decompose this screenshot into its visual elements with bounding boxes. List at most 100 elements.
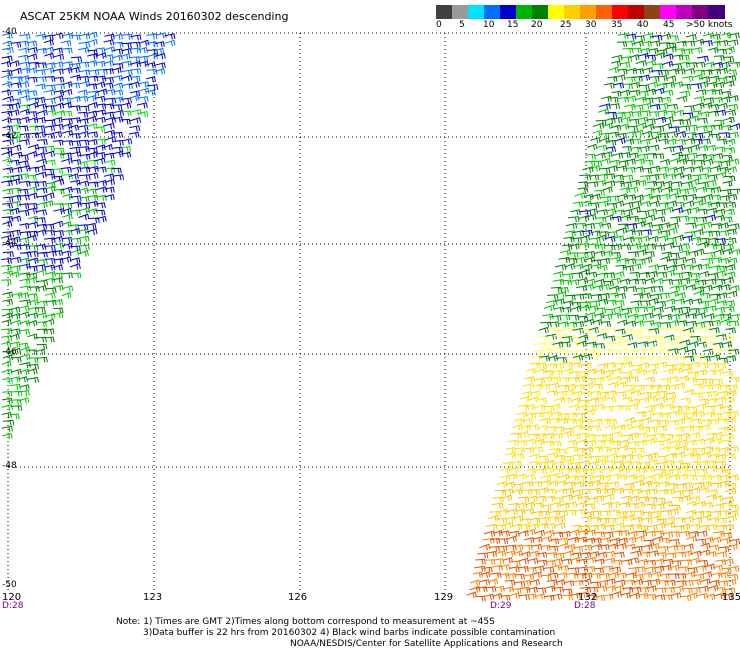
wind-barb — [506, 544, 517, 551]
wind-barb — [728, 504, 739, 511]
wind-barb — [541, 504, 552, 511]
wind-barb — [36, 139, 48, 145]
wind-barb — [551, 497, 564, 503]
wind-barb — [672, 272, 684, 279]
wind-barb — [663, 206, 674, 214]
wind-barb — [622, 396, 633, 403]
wind-barb — [561, 368, 574, 375]
wind-barb — [2, 167, 14, 174]
wind-barb — [659, 445, 671, 453]
wind-barb — [607, 481, 620, 488]
wind-barb — [728, 32, 740, 39]
lat-label-46: -46 — [2, 347, 17, 357]
wind-barb — [616, 355, 629, 363]
wind-barb — [673, 109, 685, 117]
wind-barb — [121, 138, 133, 145]
lon-label-120: 120 — [2, 592, 22, 603]
wind-barb — [654, 497, 666, 504]
wind-barb — [584, 283, 595, 291]
wind-barb — [1, 133, 14, 140]
wind-barb — [634, 35, 646, 42]
wind-barb — [540, 544, 551, 551]
wind-barb — [2, 81, 13, 88]
wind-barb — [562, 550, 575, 557]
wind-barb — [615, 515, 627, 523]
wind-barb — [599, 418, 611, 425]
wind-barb — [86, 222, 97, 229]
wind-barb — [597, 298, 609, 305]
wind-barb — [94, 116, 106, 123]
wind-barb — [552, 468, 563, 474]
wind-barb — [9, 333, 20, 340]
wind-barb — [706, 207, 718, 214]
wind-barb — [657, 390, 668, 397]
wind-barb — [137, 96, 149, 103]
wind-barb — [601, 501, 613, 509]
wind-barb — [577, 187, 589, 194]
wind-barb — [660, 438, 671, 445]
wind-barb — [671, 307, 684, 314]
wind-barb — [725, 416, 736, 424]
wind-barb — [621, 423, 633, 430]
wind-barb — [121, 69, 133, 76]
wind-barb — [104, 186, 115, 193]
wind-barb — [550, 411, 563, 418]
wind-barb — [663, 146, 675, 153]
wind-barb — [69, 187, 81, 194]
wind-barb — [604, 272, 616, 279]
wind-barb — [78, 244, 90, 251]
wind-barb — [712, 378, 723, 385]
wind-barb — [682, 580, 694, 587]
wind-barb — [561, 397, 573, 404]
wind-barb — [712, 89, 723, 96]
wind-barb — [514, 418, 525, 425]
wind-barb — [586, 271, 598, 278]
wind-barb — [712, 564, 724, 572]
wind-barb — [11, 67, 22, 75]
wind-barb — [564, 389, 576, 396]
wind-barb — [19, 133, 30, 139]
wind-barb — [604, 82, 615, 89]
wind-barb — [726, 445, 739, 453]
wind-barb — [632, 479, 645, 487]
wind-barb — [69, 195, 82, 202]
wind-barb — [651, 321, 662, 328]
wind-barb — [728, 348, 740, 355]
wind-barb — [547, 326, 559, 334]
wind-barb — [10, 319, 22, 327]
wind-barb — [652, 153, 665, 160]
wind-barb — [626, 286, 637, 293]
wind-barb — [52, 32, 64, 39]
wind-barb — [711, 186, 722, 193]
wind-barb — [525, 403, 536, 411]
wind-barb — [540, 474, 552, 481]
wind-barb — [719, 474, 730, 481]
wind-barb — [624, 579, 636, 586]
wind-barb — [27, 144, 40, 151]
wind-barb — [720, 410, 732, 418]
wind-barb — [619, 467, 630, 474]
wind-barb — [77, 235, 90, 242]
wind-barb — [641, 544, 653, 551]
wind-barb — [650, 571, 662, 578]
wind-barb — [680, 83, 691, 90]
wind-barb — [18, 154, 29, 161]
wind-barb — [689, 431, 701, 439]
wind-barb — [111, 131, 124, 138]
wind-barb — [664, 173, 677, 180]
wind-barb — [2, 188, 14, 195]
wind-barb — [668, 564, 680, 572]
wind-barb — [164, 33, 176, 40]
wind-barb — [531, 446, 544, 453]
wind-barb — [668, 319, 679, 327]
wind-barb — [552, 271, 564, 278]
wind-barb — [9, 109, 20, 116]
wind-barb — [69, 151, 82, 158]
wind-barb — [103, 77, 114, 83]
wind-barb — [644, 475, 656, 482]
wind-barb — [563, 455, 575, 462]
wind-barb — [656, 425, 668, 432]
wind-barb — [603, 280, 614, 287]
wind-barb — [556, 418, 569, 425]
wind-barb — [636, 530, 648, 537]
